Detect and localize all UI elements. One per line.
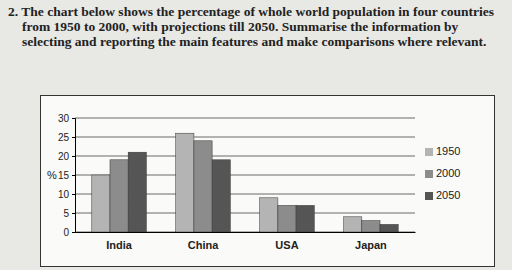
chart-frame bbox=[41, 96, 495, 267]
question-text: 2. The chart below shows the percentage … bbox=[8, 4, 498, 49]
bar-series bbox=[128, 152, 398, 232]
bar bbox=[362, 221, 380, 232]
legend-label: 1950 bbox=[436, 145, 460, 157]
y-axis: 0 5 10 15 20 25 30 bbox=[58, 113, 76, 238]
y-tick-mark bbox=[72, 156, 75, 157]
legend-entry: 2050 bbox=[425, 189, 460, 201]
y-tick-label: 25 bbox=[58, 132, 70, 143]
y-tick-mark bbox=[72, 213, 75, 214]
grid-line bbox=[75, 156, 415, 157]
bar bbox=[92, 175, 110, 232]
grid bbox=[75, 118, 415, 232]
y-tick: 30 bbox=[58, 113, 75, 124]
bar bbox=[176, 133, 194, 232]
y-tick-mark bbox=[72, 232, 75, 233]
bar bbox=[380, 224, 398, 232]
y-tick: 10 bbox=[58, 189, 75, 200]
y-tick-mark bbox=[72, 194, 75, 195]
x-tick-label: Japan bbox=[355, 239, 387, 251]
grid-line bbox=[75, 137, 415, 138]
chart: 0 5 10 15 20 25 30 India China USA Japan% 1950 2000 2… bbox=[40, 95, 495, 267]
legend-entry: 2000 bbox=[425, 167, 460, 179]
bars bbox=[92, 133, 398, 232]
y-tick-label: 20 bbox=[58, 151, 70, 162]
x-axis-line bbox=[76, 232, 416, 233]
legend-label: 2050 bbox=[436, 189, 460, 201]
y-tick: 5 bbox=[63, 208, 75, 219]
x-tick: USA bbox=[275, 232, 298, 251]
y-tick-label: 10 bbox=[58, 189, 70, 200]
x-tick-label: China bbox=[188, 239, 219, 251]
x-tick-label: India bbox=[106, 239, 133, 251]
y-tick: 20 bbox=[58, 151, 75, 162]
bar-series bbox=[110, 141, 380, 232]
legend-label: 2000 bbox=[436, 167, 460, 179]
y-axis-line bbox=[72, 119, 76, 233]
y-tick: 0 bbox=[63, 227, 75, 238]
y-tick: 15 bbox=[58, 170, 75, 181]
y-tick: 25 bbox=[58, 132, 75, 143]
bar bbox=[194, 141, 212, 232]
grid-line bbox=[75, 118, 415, 119]
legend-swatch bbox=[425, 148, 433, 156]
y-tick-mark bbox=[72, 175, 75, 176]
legend-swatch bbox=[425, 170, 433, 178]
y-axis-label: % bbox=[47, 169, 57, 181]
bar bbox=[128, 152, 146, 232]
x-tick: China bbox=[188, 232, 219, 251]
x-tick: India bbox=[106, 232, 133, 251]
y-tick-label: 0 bbox=[63, 227, 69, 238]
bar bbox=[278, 205, 296, 232]
legend: 1950 2000 2050 bbox=[425, 145, 460, 201]
x-tick-label: USA bbox=[275, 239, 298, 251]
bar-series bbox=[92, 133, 362, 232]
y-tick-label: 5 bbox=[63, 208, 69, 219]
bar bbox=[344, 217, 362, 232]
y-tick-mark bbox=[72, 137, 75, 138]
bar bbox=[296, 205, 314, 232]
y-tick-mark bbox=[72, 118, 75, 119]
bar bbox=[110, 160, 128, 232]
legend-entry: 1950 bbox=[425, 145, 460, 157]
legend-swatch bbox=[425, 192, 433, 200]
y-tick-label: 15 bbox=[58, 170, 70, 181]
bar bbox=[260, 198, 278, 232]
y-tick-label: 30 bbox=[58, 113, 70, 124]
x-tick: Japan bbox=[355, 232, 387, 251]
bar bbox=[212, 160, 230, 232]
x-axis: India China USA Japan bbox=[76, 232, 416, 251]
